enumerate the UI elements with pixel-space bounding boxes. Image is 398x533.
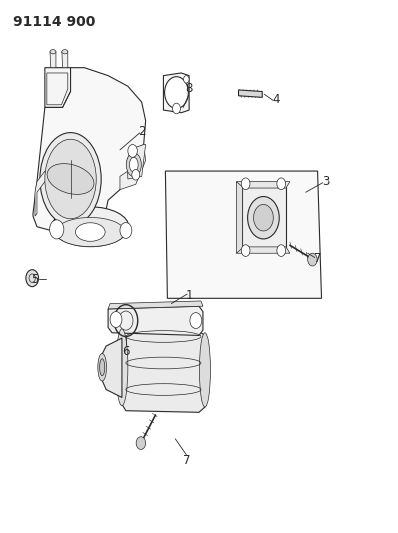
Circle shape [183, 76, 189, 83]
Polygon shape [122, 329, 205, 413]
Circle shape [190, 313, 202, 328]
Circle shape [128, 144, 137, 157]
Ellipse shape [76, 223, 105, 241]
Polygon shape [45, 68, 70, 108]
Ellipse shape [56, 217, 125, 247]
Polygon shape [108, 301, 203, 309]
Polygon shape [50, 52, 56, 68]
Text: 7: 7 [183, 454, 191, 466]
Text: 8: 8 [185, 83, 193, 95]
Ellipse shape [52, 207, 129, 247]
Circle shape [136, 437, 146, 449]
Circle shape [277, 178, 285, 190]
Ellipse shape [45, 139, 96, 219]
Circle shape [132, 169, 140, 180]
Polygon shape [120, 144, 146, 190]
Polygon shape [242, 187, 286, 251]
Ellipse shape [62, 50, 68, 54]
Ellipse shape [126, 153, 141, 176]
Ellipse shape [129, 157, 138, 172]
Text: 7: 7 [314, 252, 321, 265]
Circle shape [241, 178, 250, 190]
Text: 2: 2 [138, 125, 145, 138]
Circle shape [165, 77, 188, 109]
Text: 4: 4 [272, 93, 280, 106]
Ellipse shape [100, 359, 105, 376]
Circle shape [119, 311, 133, 330]
Circle shape [254, 205, 273, 231]
Text: 6: 6 [122, 345, 130, 358]
Text: 3: 3 [322, 175, 329, 188]
Polygon shape [166, 171, 322, 298]
Ellipse shape [199, 333, 211, 407]
Circle shape [248, 197, 279, 239]
Polygon shape [238, 90, 262, 98]
Circle shape [308, 253, 317, 266]
Ellipse shape [47, 164, 94, 195]
Ellipse shape [98, 353, 107, 381]
Ellipse shape [50, 50, 56, 54]
Polygon shape [62, 52, 68, 68]
Circle shape [110, 312, 122, 327]
Circle shape [26, 270, 39, 287]
Ellipse shape [40, 133, 101, 225]
Polygon shape [127, 144, 146, 179]
Circle shape [120, 222, 132, 238]
Polygon shape [102, 338, 122, 398]
Circle shape [241, 245, 250, 256]
Circle shape [277, 245, 285, 256]
Polygon shape [236, 247, 290, 253]
Polygon shape [236, 182, 242, 253]
Circle shape [50, 220, 64, 239]
Text: 5: 5 [31, 273, 39, 286]
Polygon shape [236, 182, 290, 188]
Text: 91114 900: 91114 900 [13, 14, 96, 29]
Polygon shape [164, 73, 189, 113]
Polygon shape [33, 68, 146, 232]
Circle shape [172, 103, 180, 114]
Ellipse shape [116, 329, 128, 406]
Polygon shape [35, 171, 47, 216]
Polygon shape [108, 306, 203, 335]
Text: 1: 1 [185, 289, 193, 302]
